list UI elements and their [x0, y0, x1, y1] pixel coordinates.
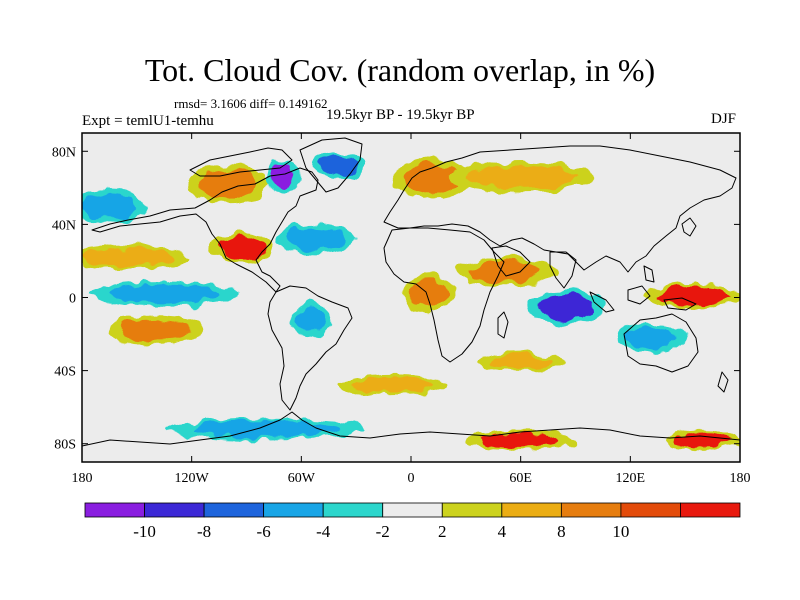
y-tick-label: 80N: [52, 145, 76, 160]
anomaly-southern-ocean-negative: [191, 421, 338, 437]
anomaly-south-atlantic-positive: [352, 377, 433, 393]
anomaly-gulf-guinea-positive: [411, 279, 448, 309]
anomaly-east-pacific-positive: [82, 248, 174, 267]
anomaly-maritime-positive: [657, 286, 731, 305]
x-tick-label: 120W: [175, 471, 210, 486]
coastline-south-america: [267, 285, 353, 411]
anomaly-gulf-mexico-positive: [219, 237, 267, 260]
x-tick-label: 60E: [509, 471, 532, 486]
coastline-north-america: [91, 167, 319, 293]
anomaly-south-pacific-positive: [118, 319, 192, 342]
coastline-australia: [623, 313, 699, 373]
anomaly-fields: [82, 153, 740, 450]
y-tick-label: 0: [69, 292, 76, 307]
anomaly-scandinavia-positive: [403, 164, 463, 194]
colorbar-swatch: [203, 502, 265, 518]
coastline-philippines: [643, 265, 655, 283]
coastlines: [82, 137, 740, 447]
coastline-india: [549, 251, 577, 289]
coastline-new-guinea: [663, 297, 697, 311]
colorbar-swatch: [263, 502, 324, 518]
coastline-arabia: [491, 245, 531, 277]
map-axes: 180 120W 60W 0 60E 120E 180 80N 40N 0 40S 80S: [52, 133, 751, 486]
colorbar-swatch: [144, 502, 205, 518]
x-tick-label: 180: [730, 471, 751, 486]
coastline-greenland: [299, 137, 363, 193]
y-tick-label: 80S: [54, 438, 76, 453]
anomaly-baffin-negative: [270, 164, 296, 190]
colorbar-label: -8: [197, 522, 211, 541]
anomaly-australia-negative: [626, 326, 678, 349]
anomaly-south-indian-positive: [487, 354, 554, 369]
anomaly-indian-ocean-positive: [469, 260, 543, 283]
x-tick-label: 120E: [616, 471, 646, 486]
x-tick-label: 0: [408, 471, 415, 486]
experiment-label: Expt = temlU1-temhu: [82, 113, 214, 129]
coastline-madagascar: [497, 311, 509, 339]
colorbar-label: -6: [257, 522, 271, 541]
colorbar-label: -10: [133, 522, 156, 541]
colorbar-swatch: [84, 502, 145, 518]
y-tick-label: 40N: [52, 218, 76, 233]
colorbar: -10 -8 -6 -4 -2 2 4 8 10: [84, 502, 741, 541]
anomaly-southern-ocean-positive: [480, 432, 561, 448]
anomaly-siberia-mixed: [465, 165, 576, 188]
anomaly-south-america-negative: [295, 306, 326, 333]
x-tick-label: 60W: [288, 471, 316, 486]
coastline-eurasia: [383, 145, 737, 273]
colorbar-label: -4: [316, 522, 331, 541]
colorbar-label: 2: [438, 522, 447, 541]
colorbar-swatch: [680, 502, 741, 518]
anomaly-indian-ocean-negative: [537, 293, 596, 320]
colorbar-swatch: [441, 502, 503, 518]
colorbar-label: 4: [498, 522, 507, 541]
coastline-japan: [681, 217, 697, 237]
colorbar-label: 8: [557, 522, 566, 541]
x-tick-label: 180: [72, 471, 93, 486]
anomaly-north-pacific-negative: [82, 193, 137, 219]
colorbar-label: -2: [376, 522, 390, 541]
rmsd-diff-stats: rmsd= 3.1606 diff= 0.149162: [174, 96, 328, 111]
y-tick-label: 40S: [54, 365, 76, 380]
coastline-africa: [383, 227, 505, 363]
period-label: 19.5kyr BP - 19.5kyr BP: [326, 107, 475, 123]
anomaly-greenland-negative: [319, 156, 357, 176]
anomaly-north-atlantic-negative: [286, 228, 346, 250]
anomaly-north-america-positive: [198, 169, 258, 199]
coastline-canada-north: [189, 147, 293, 177]
colorbar-swatch: [560, 502, 622, 518]
colorbar-swatch: [620, 502, 681, 518]
anomaly-equatorial-pacific-negative: [109, 284, 220, 303]
coastline-antarctica: [82, 411, 740, 447]
colorbar-swatch: [382, 502, 443, 518]
coastline-sumatra: [589, 291, 615, 313]
season-label: DJF: [711, 111, 737, 127]
coastline-borneo: [627, 285, 651, 305]
plot-title: Tot. Cloud Cov. (random overlap, in %): [144, 52, 656, 88]
colorbar-label: 10: [612, 522, 629, 541]
coastline-new-zealand: [717, 371, 729, 393]
colorbar-swatch: [501, 502, 562, 518]
anomaly-ross-sea-positive: [676, 432, 731, 448]
colorbar-swatch: [322, 502, 384, 518]
